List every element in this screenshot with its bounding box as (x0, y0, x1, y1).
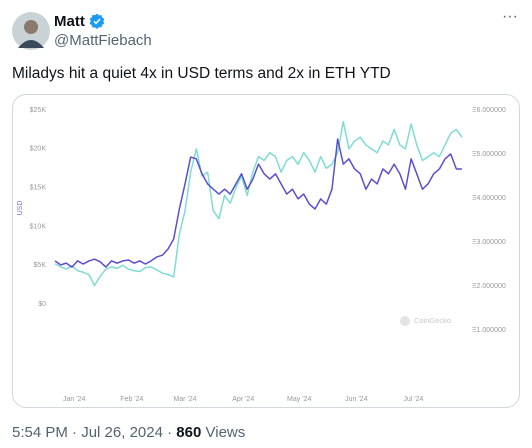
watermark: CoinGecko (414, 316, 451, 325)
verified-badge (89, 13, 105, 29)
y-tick-label: $25K (30, 107, 47, 114)
tweet-text: Miladys hit a quiet 4x in USD terms and … (12, 65, 391, 82)
y2-tick-label: Ξ1.000000 (472, 327, 506, 334)
avatar[interactable] (12, 12, 50, 50)
x-tick-label: Apr '24 (232, 396, 254, 403)
y2-tick-label: Ξ3.000000 (472, 239, 506, 246)
x-tick-label: Jun '24 (345, 396, 367, 403)
y-tick-label: $10K (30, 223, 47, 230)
y2-tick-label: Ξ5.000000 (472, 151, 506, 158)
watermark-logo (400, 316, 410, 326)
name-text[interactable]: Matt (54, 13, 85, 30)
y-tick-label: $0 (38, 301, 46, 308)
x-tick-label: Mar '24 (173, 396, 196, 403)
series-line (54, 138, 462, 268)
views-count: 860 (176, 424, 202, 441)
separator: · (72, 424, 78, 441)
chart: $0 $5K $10K $15K $20K $25K Ξ1.000000 Ξ2.000000 Ξ… (17, 107, 506, 403)
more-button[interactable]: ··· (502, 8, 518, 25)
handle[interactable]: @MattFiebach (54, 32, 152, 49)
x-tick-label: Jul '24 (403, 396, 423, 403)
x-tick-label: May '24 (287, 396, 311, 403)
separator: · (167, 424, 173, 441)
tweet-footer: 5:54 PM · Jul 26, 2024 · 860 Views (12, 424, 245, 441)
y2-tick-label: Ξ6.000000 (472, 107, 506, 114)
chart-image[interactable]: $0 $5K $10K $15K $20K $25K Ξ1.000000 Ξ2.000000 Ξ… (12, 94, 520, 408)
display-name[interactable]: Matt (54, 13, 105, 30)
y-tick-label: $20K (30, 146, 47, 153)
y2-tick-label: Ξ2.000000 (472, 283, 506, 290)
x-tick-label: Jan '24 (63, 396, 85, 403)
time[interactable]: 5:54 PM (12, 424, 68, 441)
views-label: Views (205, 424, 246, 441)
y2-tick-label: Ξ4.000000 (472, 195, 506, 202)
y-tick-label: $5K (34, 262, 47, 269)
y-axis-label: USD (17, 201, 24, 216)
series-line (54, 120, 463, 287)
y-tick-label: $15K (30, 184, 47, 191)
date[interactable]: Jul 26, 2024 (81, 424, 163, 441)
x-tick-label: Feb '24 (120, 396, 143, 403)
